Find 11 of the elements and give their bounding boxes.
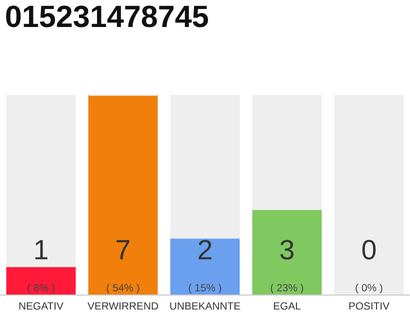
data-label: 0 ( 0% )	[356, 240, 382, 294]
data-label: 1 ( 8% )	[28, 240, 54, 294]
chart-title: 015231478745	[6, 6, 208, 28]
data-label: 3 ( 23% )	[270, 240, 304, 294]
data-label: 7 ( 54% )	[106, 240, 140, 294]
x-tick-label: UNBEKANNTE	[170, 302, 240, 310]
x-tick-label: NEGATIV	[19, 302, 64, 310]
x-tick-label: POSITIV	[349, 302, 390, 310]
x-tick-label: VERWIRREND	[88, 302, 158, 310]
x-tick-label: EGAL	[274, 302, 301, 310]
data-label: 2 ( 15% )	[188, 240, 222, 294]
